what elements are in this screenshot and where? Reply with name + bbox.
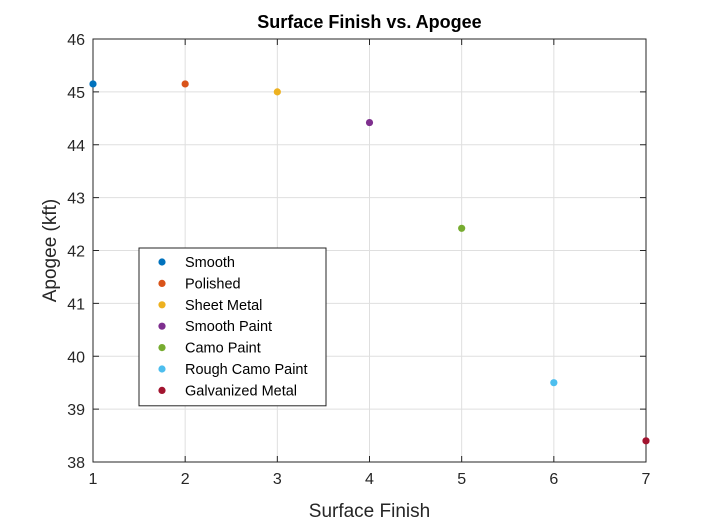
data-point xyxy=(642,437,650,445)
y-tick-label: 40 xyxy=(67,349,85,366)
legend-label: Polished xyxy=(185,276,241,292)
legend-label: Smooth Paint xyxy=(185,319,272,335)
data-point xyxy=(89,80,97,88)
legend-marker xyxy=(158,365,166,373)
legend-marker xyxy=(158,301,166,309)
chart-title: Surface Finish vs. Apogee xyxy=(257,12,481,32)
y-tick-label: 41 xyxy=(67,296,85,313)
legend-marker xyxy=(158,279,166,287)
legend-label: Sheet Metal xyxy=(185,298,262,314)
x-tick-label: 2 xyxy=(181,471,190,488)
legend-marker xyxy=(158,386,166,394)
x-tick-label: 6 xyxy=(549,471,558,488)
x-axis-label: Surface Finish xyxy=(309,501,430,522)
data-point xyxy=(273,88,281,96)
y-tick-label: 38 xyxy=(67,455,85,472)
legend: Smooth Polished Sheet Metal Smooth Paint Cam… xyxy=(138,247,327,407)
legend-marker xyxy=(158,258,166,266)
legend-marker xyxy=(158,322,166,330)
y-tick-label: 46 xyxy=(67,32,85,49)
legend-label: Rough Camo Paint xyxy=(185,362,308,378)
y-tick-label: 39 xyxy=(67,402,85,419)
legend-box xyxy=(138,247,327,407)
data-point xyxy=(550,379,558,387)
legend-label: Galvanized Metal xyxy=(185,383,297,399)
data-points xyxy=(89,80,650,445)
legend-label: Smooth xyxy=(185,255,235,271)
data-point xyxy=(181,80,189,88)
x-tick-label: 1 xyxy=(89,471,98,488)
y-axis-ticks: 38 39 40 41 42 43 44 45 46 xyxy=(67,32,646,472)
y-tick-label: 45 xyxy=(67,85,85,102)
data-point xyxy=(365,118,374,127)
x-tick-label: 7 xyxy=(642,471,651,488)
x-tick-label: 4 xyxy=(365,471,374,488)
y-tick-label: 43 xyxy=(67,191,85,208)
x-axis-ticks: 1 2 3 4 5 6 7 xyxy=(89,39,651,488)
legend-marker xyxy=(158,344,166,352)
y-tick-label: 44 xyxy=(67,138,85,155)
legend-label: Camo Paint xyxy=(185,341,261,357)
y-tick-label: 42 xyxy=(67,244,85,261)
x-tick-label: 3 xyxy=(273,471,282,488)
y-axis-label: Apogee (kft) xyxy=(40,199,61,303)
x-tick-label: 5 xyxy=(457,471,466,488)
data-point xyxy=(458,224,466,232)
